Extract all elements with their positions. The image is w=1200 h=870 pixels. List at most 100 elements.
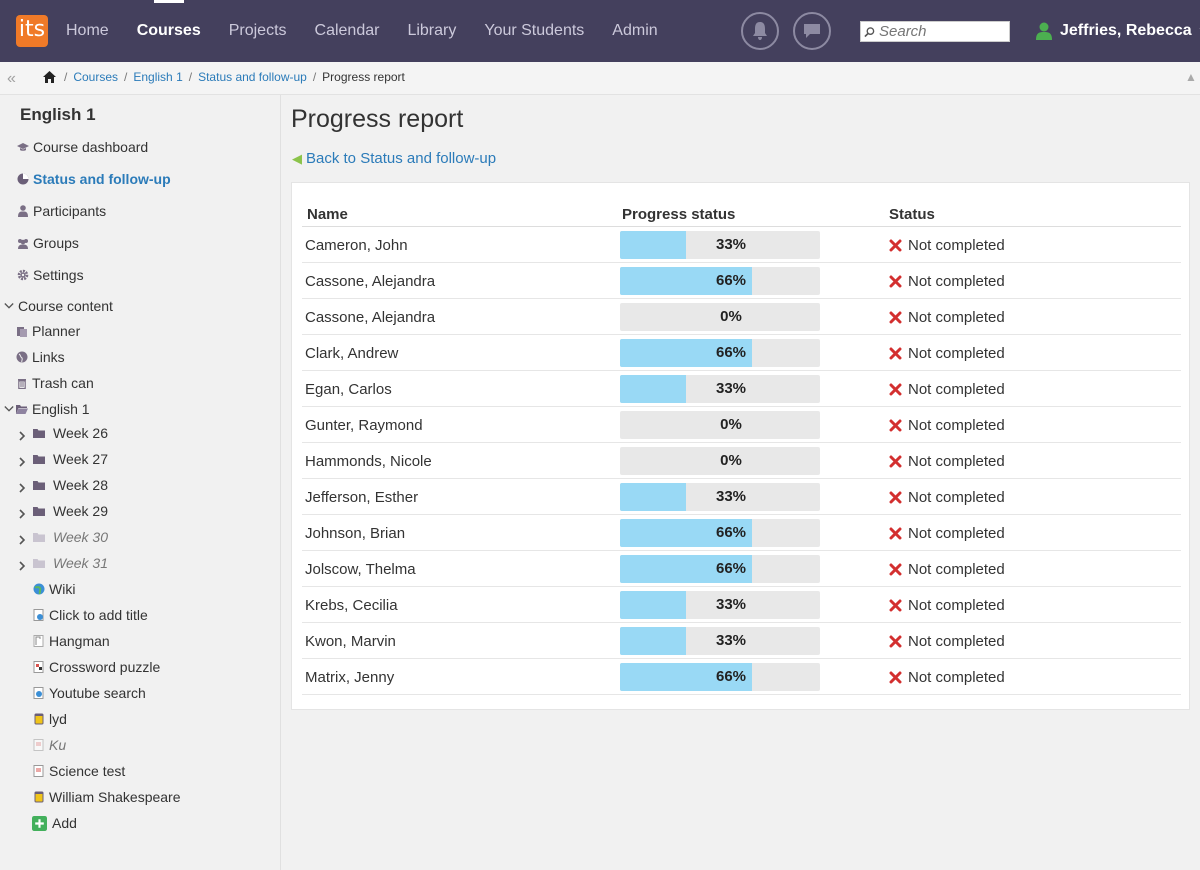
nav-projects[interactable]: Projects (228, 22, 287, 39)
chevron-right-icon[interactable] (17, 428, 27, 441)
progress-bar: 66% (620, 519, 820, 547)
table-row[interactable]: Egan, Carlos 33% Not completed (302, 371, 1181, 407)
progress-percent: 0% (720, 416, 742, 433)
sidebar-item-participants[interactable]: Participants (17, 203, 106, 219)
student-name[interactable]: Egan, Carlos (305, 381, 392, 398)
wiki-icon (33, 583, 45, 595)
nav-admin[interactable]: Admin (612, 22, 658, 39)
scroll-up-icon[interactable]: ▲ (1185, 70, 1197, 84)
breadcrumb-status-follow-up[interactable]: Status and follow-up (198, 70, 307, 84)
collapse-sidebar-icon[interactable]: « (7, 70, 16, 87)
sidebar-item-label: Week 26 (53, 425, 108, 441)
student-name[interactable]: Matrix, Jenny (305, 669, 395, 686)
column-header-name[interactable]: Name (307, 206, 348, 223)
sidebar-resource[interactable]: Science test (33, 763, 125, 779)
student-name[interactable]: Hammonds, Nicole (305, 453, 432, 470)
student-name[interactable]: Kwon, Marvin (305, 633, 396, 650)
sidebar-add-button[interactable]: Add (32, 815, 77, 831)
sidebar-folder-week[interactable]: Week 31 (33, 555, 108, 571)
table-row[interactable]: Hammonds, Nicole 0% Not completed (302, 443, 1181, 479)
breadcrumb-english-1[interactable]: English 1 (133, 70, 183, 84)
table-row[interactable]: Krebs, Cecilia 33% Not completed (302, 587, 1181, 623)
folder-icon (33, 559, 45, 568)
status-text: Not completed (908, 309, 1005, 326)
user-menu[interactable]: Jeffries, Rebecca ▼ (1036, 0, 1200, 62)
sidebar-resource[interactable]: Click to add title (33, 607, 148, 623)
student-name[interactable]: Cameron, John (305, 237, 408, 254)
home-icon[interactable] (43, 71, 56, 83)
table-row[interactable]: Cameron, John 33% Not completed (302, 227, 1181, 263)
chevron-right-icon[interactable] (17, 480, 27, 493)
progress-bar: 0% (620, 447, 820, 475)
nav-your-students[interactable]: Your Students (484, 22, 585, 39)
sidebar-item-label: Course content (18, 298, 113, 314)
sidebar-item-course-dashboard[interactable]: Course dashboard (17, 139, 148, 155)
search-icon (864, 26, 875, 37)
sidebar-item-status-follow-up[interactable]: Status and follow-up (17, 171, 171, 187)
sidebar-folder-week[interactable]: Week 30 (33, 529, 108, 545)
sidebar-course-title[interactable]: English 1 (20, 105, 96, 124)
table-row[interactable]: Gunter, Raymond 0% Not completed (302, 407, 1181, 443)
table-row[interactable]: Cassone, Alejandra 0% Not completed (302, 299, 1181, 335)
breadcrumb-courses[interactable]: Courses (73, 70, 119, 84)
page-title: Progress report (291, 105, 464, 133)
sidebar-folder-week[interactable]: Week 27 (33, 451, 108, 467)
student-name[interactable]: Johnson, Brian (305, 525, 406, 542)
red-x-icon (889, 239, 902, 252)
search-box[interactable] (860, 21, 1010, 42)
table-row[interactable]: Jolscow, Thelma 66% Not completed (302, 551, 1181, 587)
table-row[interactable]: Kwon, Marvin 33% Not completed (302, 623, 1181, 659)
table-row[interactable]: Johnson, Brian 66% Not completed (302, 515, 1181, 551)
student-name[interactable]: Krebs, Cecilia (305, 597, 398, 614)
table-row[interactable]: Jefferson, Esther 33% Not completed (302, 479, 1181, 515)
sidebar-folder-week[interactable]: Week 26 (33, 425, 108, 441)
chevron-right-icon[interactable] (17, 532, 27, 545)
status-text: Not completed (908, 669, 1005, 686)
nav-library[interactable]: Library (407, 22, 457, 39)
nav-courses[interactable]: Courses (137, 0, 201, 62)
sidebar-folder-week[interactable]: Week 28 (33, 477, 108, 493)
student-name[interactable]: Clark, Andrew (305, 345, 399, 362)
sidebar-item-trash-can[interactable]: Trash can (16, 375, 94, 391)
sidebar-resource[interactable]: Wiki (33, 581, 75, 597)
sidebar-resource[interactable]: Ku (33, 737, 66, 753)
sidebar-resource[interactable]: Hangman (33, 633, 110, 649)
nav-home[interactable]: Home (66, 22, 109, 39)
sidebar-resource[interactable]: William Shakespeare (33, 789, 181, 805)
back-to-status-link[interactable]: ◀ Back to Status and follow-up (292, 150, 496, 167)
student-name[interactable]: Gunter, Raymond (305, 417, 423, 434)
chevron-right-icon[interactable] (17, 558, 27, 571)
sidebar-folder-english-1[interactable]: English 1 (4, 401, 90, 417)
sidebar-item-label: English 1 (32, 401, 90, 417)
table-row[interactable]: Matrix, Jenny 66% Not completed (302, 659, 1181, 695)
student-name[interactable]: Cassone, Alejandra (305, 309, 436, 326)
progress-bar: 66% (620, 339, 820, 367)
progress-percent: 66% (715, 560, 747, 577)
chevron-right-icon[interactable] (17, 454, 27, 467)
table-row[interactable]: Cassone, Alejandra 66% Not completed (302, 263, 1181, 299)
nav-calendar[interactable]: Calendar (314, 22, 380, 39)
chevron-right-icon[interactable] (17, 506, 27, 519)
sidebar-resource[interactable]: Youtube search (33, 685, 146, 701)
sidebar-item-settings[interactable]: Settings (17, 267, 84, 283)
table-row[interactable]: Clark, Andrew 66% Not completed (302, 335, 1181, 371)
column-header-progress[interactable]: Progress status (622, 206, 736, 223)
progress-bar-fill (620, 231, 686, 259)
sidebar-resource[interactable]: Crossword puzzle (33, 659, 160, 675)
sidebar-item-groups[interactable]: Groups (17, 235, 79, 251)
student-name[interactable]: Jefferson, Esther (305, 489, 419, 506)
column-header-status[interactable]: Status (889, 206, 935, 223)
student-name[interactable]: Jolscow, Thelma (305, 561, 416, 578)
student-name[interactable]: Cassone, Alejandra (305, 273, 436, 290)
messages-button[interactable] (793, 12, 831, 50)
sidebar-resource[interactable]: lyd (33, 711, 67, 727)
its-logo[interactable]: its (16, 15, 48, 47)
sidebar-item-links[interactable]: Links (16, 349, 65, 365)
table-header: Name Progress status Status (302, 203, 1181, 227)
sidebar-item-label: Youtube search (49, 685, 146, 701)
search-input[interactable] (879, 23, 1009, 40)
sidebar-folder-week[interactable]: Week 29 (33, 503, 108, 519)
notifications-button[interactable] (741, 12, 779, 50)
sidebar-item-planner[interactable]: Planner (16, 323, 80, 339)
sidebar-course-content-toggle[interactable]: Course content (4, 298, 113, 314)
